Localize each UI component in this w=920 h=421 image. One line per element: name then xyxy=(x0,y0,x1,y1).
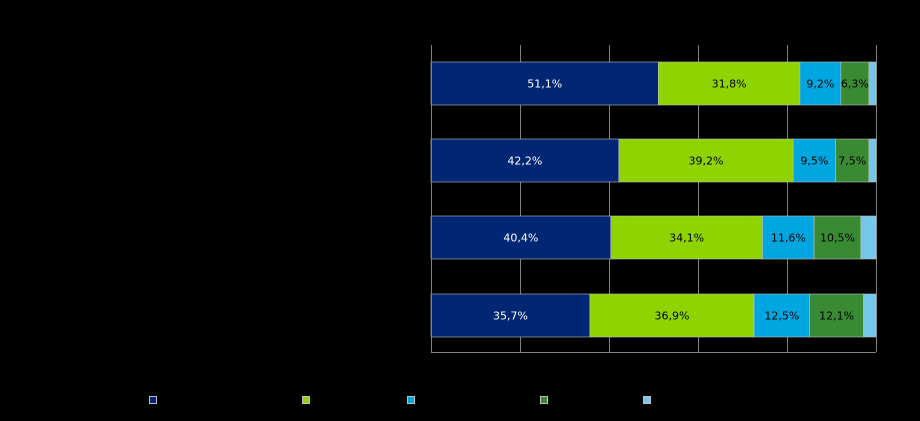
data-label: 12,1% xyxy=(819,310,854,323)
bar-segment xyxy=(863,293,877,338)
data-labels-layer: 51,1% 31,8% 9,2% 6,3% 42,2% 39,2% 9,5% 7,5% 40,4… xyxy=(493,78,869,323)
data-label: 42,2% xyxy=(507,155,542,168)
data-label: 31,8% xyxy=(712,78,747,91)
bar-segment xyxy=(792,138,836,183)
legend-marker xyxy=(540,396,548,404)
data-label: 34,1% xyxy=(669,232,704,245)
data-label: 10,5% xyxy=(820,232,855,245)
bar-segment xyxy=(799,61,842,106)
bar-segment xyxy=(430,138,620,183)
data-label: 7,5% xyxy=(838,155,866,168)
bar-segment xyxy=(868,61,877,106)
bar-segment xyxy=(860,215,877,260)
bar-segment xyxy=(610,215,763,260)
bar-segment xyxy=(430,61,659,106)
bars-layer xyxy=(430,61,877,338)
legend-marker xyxy=(643,396,651,404)
data-label: 35,7% xyxy=(493,310,528,323)
axis-layer xyxy=(431,45,876,353)
bar-segment xyxy=(809,293,864,338)
bar-segment xyxy=(430,215,612,260)
legend-marker xyxy=(302,396,310,404)
bar-segment xyxy=(658,61,801,106)
data-label: 40,4% xyxy=(503,232,538,245)
data-label: 11,6% xyxy=(771,232,806,245)
bar-segment xyxy=(753,293,810,338)
data-label: 39,2% xyxy=(689,155,724,168)
bar-segment xyxy=(868,138,877,183)
data-label: 6,3% xyxy=(841,78,869,91)
legend-marker xyxy=(149,396,157,404)
bar-segment xyxy=(618,138,794,183)
data-label: 9,2% xyxy=(806,78,834,91)
data-label: 9,5% xyxy=(800,155,828,168)
legend xyxy=(149,396,651,404)
data-label: 12,5% xyxy=(764,310,799,323)
legend-marker xyxy=(407,396,415,404)
data-label: 36,9% xyxy=(654,310,689,323)
bar-segment xyxy=(762,215,815,260)
data-label: 51,1% xyxy=(527,78,562,91)
bar-segment xyxy=(589,293,755,338)
